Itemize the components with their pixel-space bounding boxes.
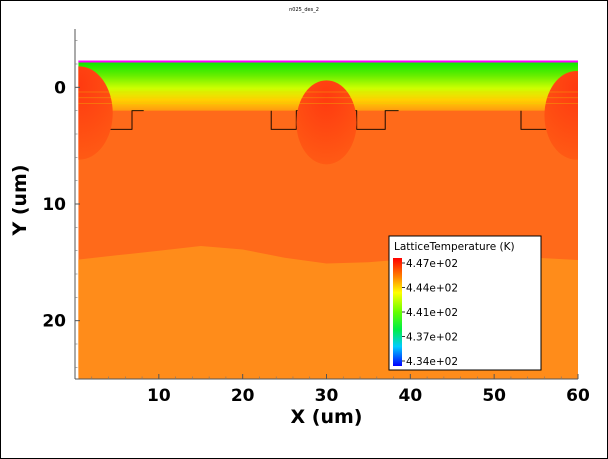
y-axis-label: Y (um) xyxy=(9,164,31,236)
legend-tick-label: 4.37e+02 xyxy=(406,332,458,344)
hotspot-layer xyxy=(78,66,578,165)
temperature-field xyxy=(78,60,578,379)
legend-tick-label: 4.41e+02 xyxy=(406,307,458,319)
legend-tick-label: 4.34e+02 xyxy=(406,356,458,368)
legend-ticks: 4.47e+02 4.44e+02 4.41e+02 4.37e+02 4.34e+02 xyxy=(402,258,458,368)
y-tick-label: 10 xyxy=(42,195,66,215)
x-axis-label: X (um) xyxy=(291,406,363,428)
x-tick-label: 10 xyxy=(147,386,171,406)
x-axis-ticks: 10 20 30 40 50 60 xyxy=(91,374,590,406)
y-tick-label: 0 xyxy=(54,78,66,98)
x-tick-label: 30 xyxy=(315,386,339,406)
hotspot xyxy=(544,71,578,160)
y-tick-label: 20 xyxy=(42,312,66,332)
surface-accent-line xyxy=(78,60,578,63)
hotspot xyxy=(78,66,113,160)
legend-tick-label: 4.44e+02 xyxy=(406,283,458,295)
contour-lines xyxy=(78,91,578,104)
hotspot xyxy=(296,80,357,165)
x-tick-label: 50 xyxy=(482,386,506,406)
legend-color-bar xyxy=(393,258,402,366)
legend-tick-label: 4.47e+02 xyxy=(406,258,458,270)
legend-box xyxy=(388,235,542,371)
x-tick-label: 20 xyxy=(231,386,255,406)
chart-title: n025_des_2 xyxy=(289,7,319,13)
colorbar-legend: LatticeTemperature (K) 4.47e+024.44e+024… xyxy=(388,235,542,371)
x-tick-label: 40 xyxy=(398,386,422,406)
y-axis-ticks: 0 10 20 xyxy=(42,40,80,368)
legend-title: LatticeTemperature (K) xyxy=(394,241,515,253)
x-tick-label: 60 xyxy=(566,386,590,406)
